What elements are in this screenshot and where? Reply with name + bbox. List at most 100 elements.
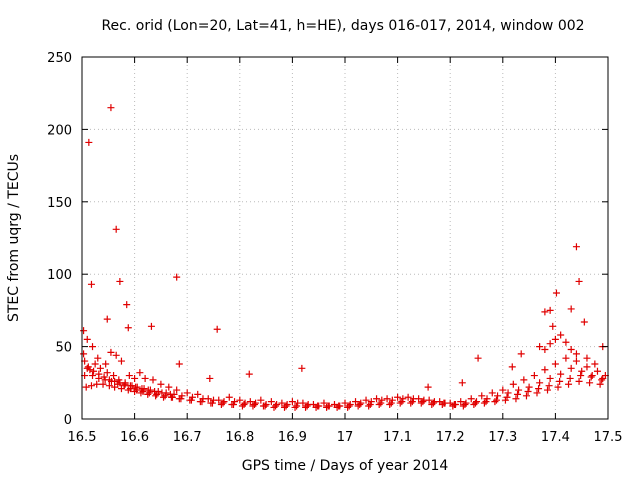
data-point: [554, 383, 562, 391]
data-point: [429, 399, 437, 407]
data-point: [583, 363, 591, 371]
y-tick-label: 200: [47, 123, 72, 138]
data-point: [213, 325, 221, 333]
data-point: [541, 308, 549, 316]
data-point: [103, 369, 111, 377]
data-point: [89, 372, 97, 380]
data-point: [449, 402, 457, 410]
data-point: [144, 386, 152, 394]
data-point: [575, 377, 583, 385]
data-point: [249, 402, 257, 410]
data-point: [120, 382, 128, 390]
data-point: [152, 392, 160, 400]
data-point: [251, 401, 259, 409]
data-point: [102, 360, 110, 368]
x-tick-label: 17.3: [488, 430, 517, 445]
data-point: [281, 403, 289, 411]
data-point: [520, 376, 528, 384]
data-point: [478, 392, 486, 400]
data-point: [377, 399, 385, 407]
data-point: [132, 383, 140, 391]
data-point: [596, 380, 604, 388]
data-point: [141, 374, 149, 382]
data-point: [320, 399, 328, 407]
data-point: [282, 402, 290, 410]
data-point: [404, 393, 412, 401]
data-point: [333, 403, 341, 411]
data-point: [567, 345, 575, 353]
data-point: [356, 401, 364, 409]
data-point: [278, 399, 286, 407]
x-tick-label: 17.5: [594, 430, 623, 445]
data-point: [565, 380, 573, 388]
data-point: [533, 389, 541, 397]
x-tick-label: 16.7: [173, 430, 202, 445]
data-point: [116, 277, 124, 285]
data-point: [546, 306, 554, 314]
data-point: [544, 386, 552, 394]
data-point: [103, 315, 111, 323]
data-point: [535, 385, 543, 393]
data-point: [131, 374, 139, 382]
data-point: [536, 343, 544, 351]
data-point: [219, 399, 227, 407]
data-point: [504, 389, 512, 397]
data-point: [82, 383, 90, 391]
data-point: [546, 374, 554, 382]
data-point: [549, 322, 557, 330]
data-point: [314, 402, 322, 410]
data-point: [517, 350, 525, 358]
data-point: [112, 351, 120, 359]
y-axis-label: STEC from uqrg / TECUs: [6, 154, 22, 322]
data-point: [428, 401, 436, 409]
x-tick-label: 16.9: [278, 430, 307, 445]
data-point: [345, 402, 353, 410]
data-point: [217, 401, 225, 409]
data-point: [387, 399, 395, 407]
x-axis-label: GPS time / Days of year 2014: [242, 458, 449, 474]
data-point: [177, 395, 185, 403]
data-point: [99, 380, 107, 388]
data-point: [198, 398, 206, 406]
data-point: [494, 392, 502, 400]
data-point: [545, 382, 553, 390]
data-point: [551, 335, 559, 343]
data-point: [354, 402, 362, 410]
data-point: [541, 366, 549, 374]
data-point: [530, 372, 538, 380]
data-point: [126, 382, 134, 390]
data-point: [147, 322, 155, 330]
data-point: [272, 402, 280, 410]
data-point: [206, 374, 214, 382]
data-point: [136, 369, 144, 377]
data-point: [100, 373, 108, 381]
data-point: [386, 401, 394, 409]
data-point: [125, 372, 133, 380]
data-point: [438, 401, 446, 409]
data-point: [394, 393, 402, 401]
data-point: [499, 386, 507, 394]
data-point: [470, 401, 478, 409]
data-point: [474, 354, 482, 362]
data-point: [87, 280, 95, 288]
data-point: [80, 350, 88, 358]
data-point: [166, 390, 174, 398]
y-tick-label: 150: [47, 196, 72, 211]
data-point: [591, 360, 599, 368]
data-point: [94, 354, 102, 362]
y-axis-ticks: 0 50 100 150 200 250: [47, 51, 608, 428]
data-point: [514, 390, 522, 398]
data-point: [107, 104, 115, 112]
data-point: [593, 367, 601, 375]
data-point: [245, 370, 253, 378]
data-point: [107, 348, 115, 356]
data-point: [512, 395, 520, 403]
data-point: [288, 398, 296, 406]
data-point: [407, 399, 415, 407]
x-axis-ticks: 16.5 16.6 16.7 16.8 16.9 17 17.1 17.2 17.3 17.4 17…: [68, 57, 623, 445]
data-point: [83, 335, 91, 343]
data-point: [83, 364, 91, 372]
data-point: [112, 225, 120, 233]
data-point: [183, 389, 191, 397]
data-point: [123, 301, 131, 309]
